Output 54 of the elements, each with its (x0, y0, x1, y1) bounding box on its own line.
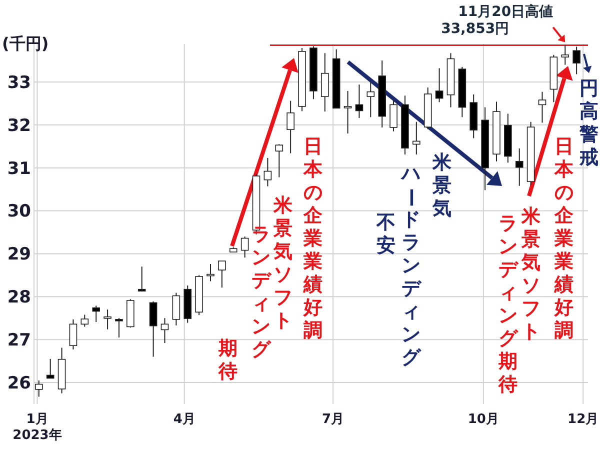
y-tick-label: 31 (7, 158, 31, 179)
y-axis-title: (千円) (2, 34, 49, 53)
candlestick (218, 260, 226, 288)
annotation: 日本の企業業績好調 (554, 136, 574, 342)
candlestick (138, 266, 146, 292)
y-tick-label: 27 (7, 330, 31, 351)
candlestick (366, 82, 375, 118)
candlestick (240, 236, 249, 258)
x-tick-label: 10月 (468, 412, 499, 427)
candlestick (206, 264, 214, 282)
candlestick (275, 144, 284, 178)
candlestick (80, 314, 89, 328)
candlestick (435, 68, 444, 103)
x-tick-label: 7月 (322, 412, 344, 427)
annotation: 日本の企業業績好調 (302, 136, 324, 342)
candlestick (172, 292, 180, 326)
candlestick (160, 318, 169, 344)
candlestick (538, 91, 546, 124)
annotation: 期待 (218, 338, 238, 383)
candlestick (515, 148, 524, 186)
y-tick-label: 33 (7, 72, 31, 93)
candlestick (35, 380, 43, 398)
candlestick (286, 100, 294, 154)
candlestick (92, 305, 100, 322)
candlestick (390, 100, 398, 132)
candlestick (572, 46, 580, 75)
annotation: 米景気ソフト (272, 194, 294, 332)
candlestick (149, 300, 158, 358)
candlestick (320, 52, 329, 112)
annotation: ランディング (252, 224, 272, 361)
y-tick-label: 28 (7, 288, 31, 308)
y-tick-label: 26 (7, 373, 31, 394)
candlestick (355, 84, 364, 119)
candlestick (264, 157, 272, 187)
annotation: 米景気ソフト (520, 206, 542, 343)
x-tick-label: 1月 2023年 (12, 412, 62, 443)
candlestick (344, 90, 352, 134)
candlestick (115, 318, 123, 338)
annotation: ランディング期待 (498, 212, 520, 396)
annotation: 11月20日高値 33,853円 (441, 3, 554, 37)
y-tick-label: 32 (7, 116, 31, 136)
y-tick-label: 29 (7, 244, 31, 265)
x-tick-label: 12月 (568, 412, 599, 427)
annotation: 米景気 (432, 152, 452, 220)
candlestick (561, 44, 570, 66)
candlestick (69, 318, 78, 350)
y-tick-label: 30 (7, 202, 32, 222)
annotation: 円高警戒 (578, 78, 598, 169)
annotation: 不安 (376, 212, 396, 257)
candlestick (104, 309, 112, 330)
x-tick-label: 4月 (173, 412, 196, 427)
candlestick (412, 121, 420, 156)
candlestick (46, 358, 54, 379)
annotation: ハードランディング (399, 162, 422, 369)
